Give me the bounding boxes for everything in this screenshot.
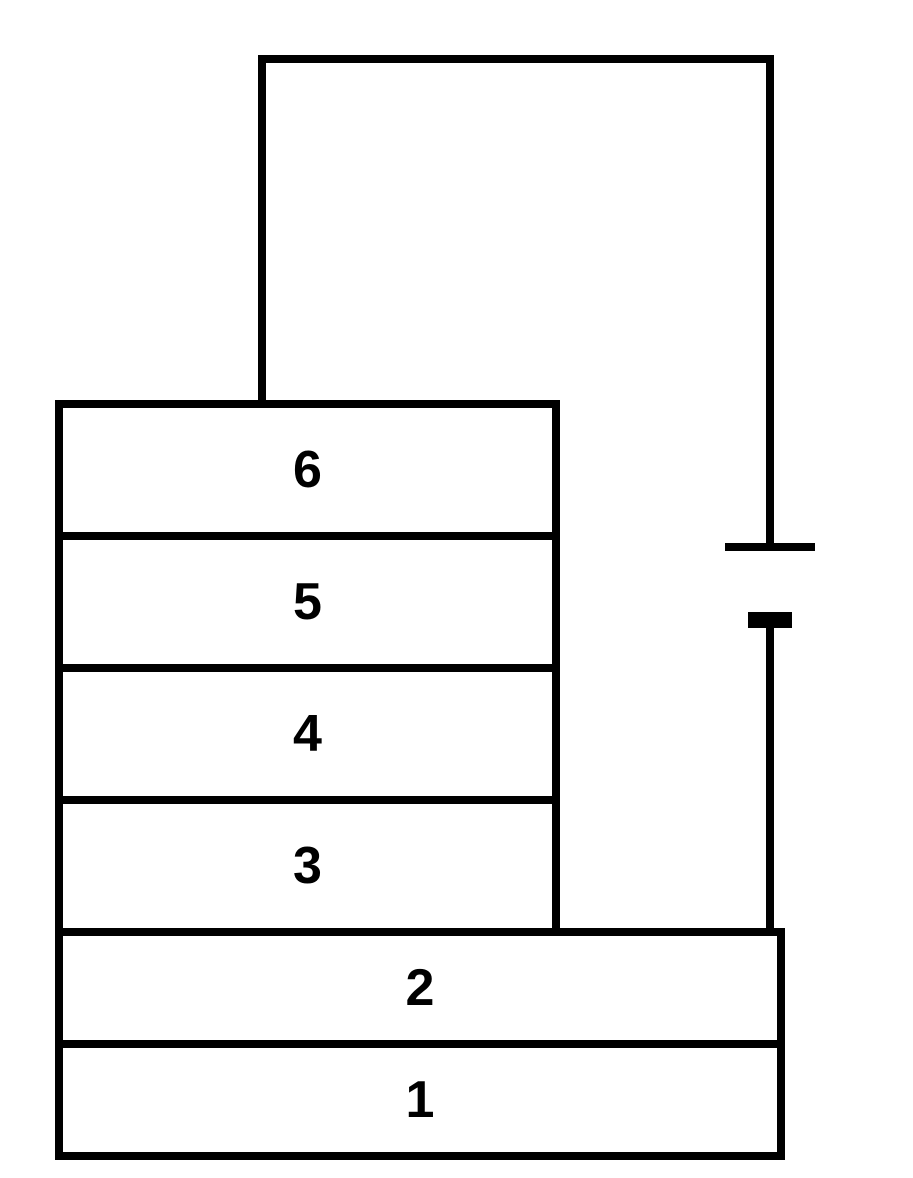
layer-label: 2: [406, 958, 435, 1018]
layer-label: 3: [293, 836, 322, 896]
device-layer-4: 4: [55, 664, 560, 804]
device-layer-6: 6: [55, 400, 560, 540]
layer-label: 4: [293, 704, 322, 764]
wire-right-lower: [766, 620, 774, 935]
wire-top: [258, 55, 774, 63]
layer-label: 6: [293, 440, 322, 500]
battery-short-plate: [748, 612, 792, 628]
device-layer-3: 3: [55, 796, 560, 936]
layer-label: 1: [406, 1070, 435, 1130]
device-layer-5: 5: [55, 532, 560, 672]
wire-right-upper: [766, 55, 774, 543]
battery-long-plate: [725, 543, 815, 551]
device-layer-1: 1: [55, 1040, 785, 1160]
wire-left-drop: [258, 55, 266, 405]
device-layer-2: 2: [55, 928, 785, 1048]
layer-label: 5: [293, 572, 322, 632]
